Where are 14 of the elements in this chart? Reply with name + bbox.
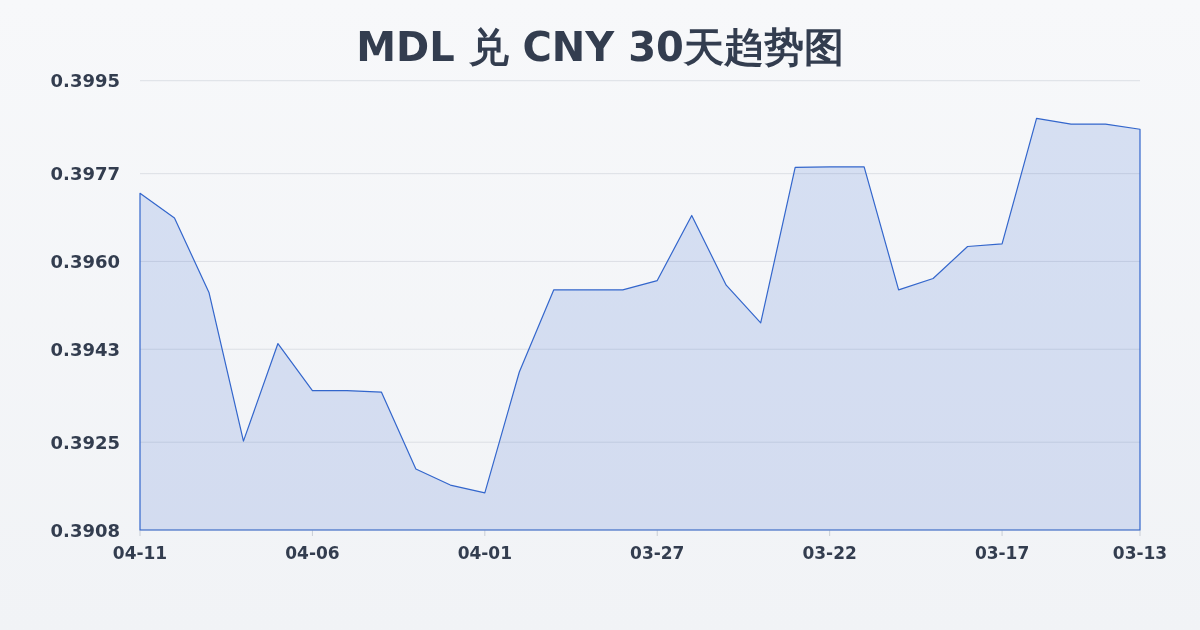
y-tick-label: 0.3908 [50, 519, 120, 541]
y-tick-label: 0.3977 [50, 163, 120, 185]
x-tick-label: 04-11 [112, 543, 168, 563]
x-tick-label: 04-01 [457, 543, 513, 563]
x-tick-label: 03-22 [802, 543, 857, 563]
chart-title: MDL 兑 CNY 30天趋势图 [356, 24, 844, 70]
x-tick-label: 03-17 [974, 543, 1030, 563]
x-tick-label: 03-27 [630, 543, 685, 563]
y-tick-label: 0.3943 [50, 338, 120, 360]
y-tick-label: 0.3925 [50, 431, 120, 453]
x-tick-label: 04-06 [285, 543, 340, 563]
y-tick-label: 0.3995 [50, 70, 120, 92]
y-tick-label: 0.3960 [50, 250, 120, 272]
x-tick-label: 03-13 [1112, 543, 1168, 563]
